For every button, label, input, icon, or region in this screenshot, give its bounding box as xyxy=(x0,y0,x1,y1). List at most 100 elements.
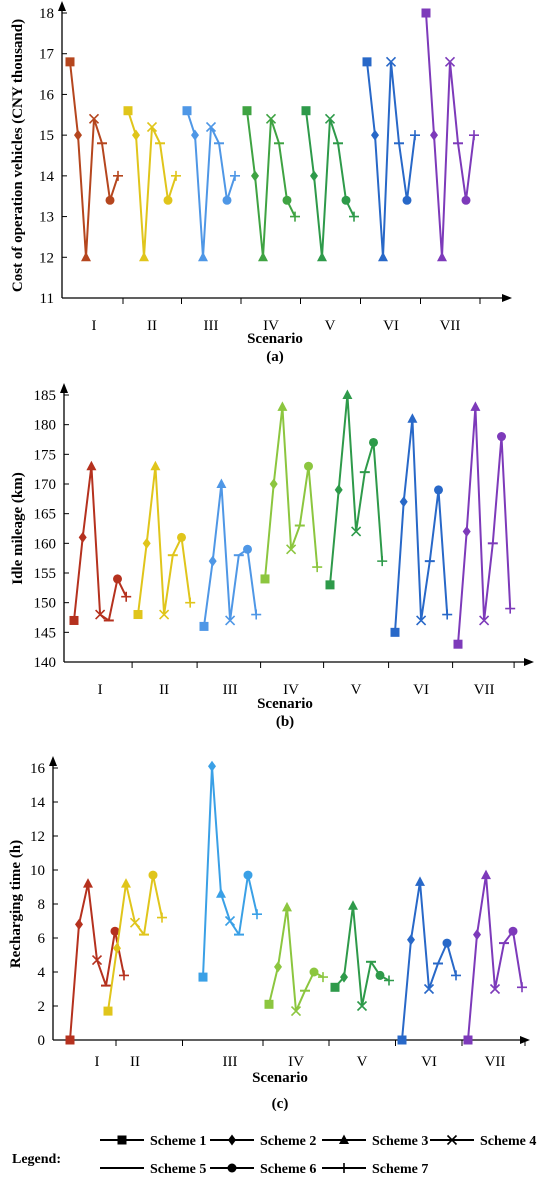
legend-marker-6 xyxy=(227,1163,237,1173)
point-IV-scheme-6 xyxy=(304,461,313,471)
y-tick-label: 160 xyxy=(34,536,57,552)
point-III-scheme-4 xyxy=(224,915,236,927)
point-III-scheme-6 xyxy=(243,870,253,880)
point-VII-scheme-7 xyxy=(469,130,479,141)
legend-label: Scheme 2 xyxy=(260,1134,316,1149)
y-tick-label: 165 xyxy=(34,507,57,523)
y-tick-label: 18 xyxy=(39,6,54,22)
point-II-scheme-2 xyxy=(142,537,151,549)
y-axis-label: Recharging time (h) xyxy=(8,840,24,968)
legend-label: Scheme 5 xyxy=(150,1162,206,1177)
x-tick-label: IV xyxy=(288,1054,304,1070)
point-IV-scheme-2 xyxy=(269,478,278,490)
point-V-scheme-3 xyxy=(348,900,358,910)
point-V-scheme-7 xyxy=(349,211,359,222)
legend-label: Scheme 4 xyxy=(480,1134,536,1149)
point-III-scheme-1 xyxy=(198,972,208,982)
legend-label: Scheme 7 xyxy=(372,1162,428,1177)
y-tick-label: 170 xyxy=(34,477,57,493)
x-tick-label: VII xyxy=(485,1054,506,1070)
point-III-scheme-2 xyxy=(191,129,199,141)
x-tick-label: IV xyxy=(283,682,299,698)
point-V-scheme-6 xyxy=(375,970,385,980)
point-V-scheme-4 xyxy=(351,526,362,537)
point-IV-scheme-4 xyxy=(286,544,297,555)
x-tick-label: II xyxy=(130,1054,140,1070)
point-II-scheme-2 xyxy=(132,129,140,141)
x-axis-label: Scenario xyxy=(257,696,313,712)
x-axis-arrow xyxy=(524,658,534,666)
point-VI-scheme-1 xyxy=(390,627,400,637)
point-VII-scheme-6 xyxy=(497,432,506,442)
series-line-V xyxy=(334,904,390,1007)
legend-title: Legend: xyxy=(12,1152,61,1167)
point-II-scheme-6 xyxy=(163,195,173,205)
point-IV-scheme-3 xyxy=(282,901,292,912)
point-III-scheme-4 xyxy=(225,615,236,626)
point-VI-scheme-7 xyxy=(442,609,453,620)
point-I-scheme-4 xyxy=(95,609,106,620)
point-VII-scheme-3 xyxy=(437,251,447,262)
point-I-scheme-6 xyxy=(113,574,122,584)
point-VII-scheme-2 xyxy=(473,929,481,941)
point-VII-scheme-2 xyxy=(430,129,438,141)
point-VI-scheme-6 xyxy=(434,485,443,495)
point-VII-scheme-1 xyxy=(453,639,463,649)
point-VII-scheme-1 xyxy=(421,8,431,18)
x-tick-label: I xyxy=(92,318,97,334)
point-I-scheme-7 xyxy=(113,170,123,181)
point-IV-scheme-6 xyxy=(282,195,292,205)
point-II-scheme-7 xyxy=(185,597,196,608)
point-II-scheme-4 xyxy=(129,917,141,928)
point-III-scheme-1 xyxy=(199,621,209,631)
x-tick-label: VII xyxy=(474,682,495,698)
x-tick-label: VII xyxy=(440,318,461,334)
x-tick-label: VI xyxy=(421,1054,437,1070)
y-tick-label: 12 xyxy=(39,250,54,266)
series-line-VI xyxy=(401,880,457,1041)
series-line-I xyxy=(73,465,128,622)
point-IV-scheme-7 xyxy=(312,562,323,573)
x-tick-label: V xyxy=(325,318,336,334)
y-axis-label: Cost of operation vehicles (CNY thousand… xyxy=(10,19,26,292)
point-IV-scheme-7 xyxy=(318,972,328,983)
legend-label: Scheme 3 xyxy=(372,1134,428,1149)
point-VII-scheme-3 xyxy=(470,401,481,411)
series-line-VI xyxy=(394,417,449,633)
legend-marker-2 xyxy=(228,1134,236,1146)
series-line-IV xyxy=(246,110,296,259)
point-V-scheme-6 xyxy=(369,437,378,447)
y-tick-label: 0 xyxy=(38,1033,46,1049)
y-tick-label: 180 xyxy=(34,418,57,434)
point-VI-scheme-3 xyxy=(415,876,425,886)
point-V-scheme-4 xyxy=(324,113,336,124)
panel-label: (a) xyxy=(266,349,284,365)
point-VII-scheme-4 xyxy=(479,615,490,626)
point-II-scheme-1 xyxy=(133,610,143,620)
point-V-scheme-2 xyxy=(334,484,343,496)
y-tick-label: 155 xyxy=(34,566,57,582)
legend: Legend: Scheme 1 Scheme 2 Scheme 3 Scheme 4 S… xyxy=(12,1134,536,1177)
point-II-scheme-3 xyxy=(139,251,149,262)
y-tick-label: 150 xyxy=(34,596,57,612)
x-tick-label: III xyxy=(223,1054,238,1070)
point-II-scheme-6 xyxy=(148,870,158,880)
point-I-scheme-7 xyxy=(119,970,129,981)
point-I-scheme-4 xyxy=(88,113,100,124)
point-I-scheme-3 xyxy=(83,878,93,888)
point-I-scheme-1 xyxy=(65,1035,75,1045)
point-III-scheme-4 xyxy=(205,121,217,133)
y-tick-label: 13 xyxy=(39,210,54,226)
point-I-scheme-3 xyxy=(86,460,97,471)
legend-label: Scheme 1 xyxy=(150,1134,206,1149)
point-VI-scheme-6 xyxy=(442,938,452,948)
point-II-scheme-7 xyxy=(157,912,167,923)
point-VI-scheme-2 xyxy=(407,934,415,946)
y-axis-arrow xyxy=(49,756,57,766)
y-axis-label: Idle mileage (km) xyxy=(10,472,26,584)
series-line-V xyxy=(305,110,355,259)
point-VI-scheme-4 xyxy=(416,615,427,626)
point-I-scheme-6 xyxy=(110,926,120,936)
series-line-IV xyxy=(264,405,319,580)
